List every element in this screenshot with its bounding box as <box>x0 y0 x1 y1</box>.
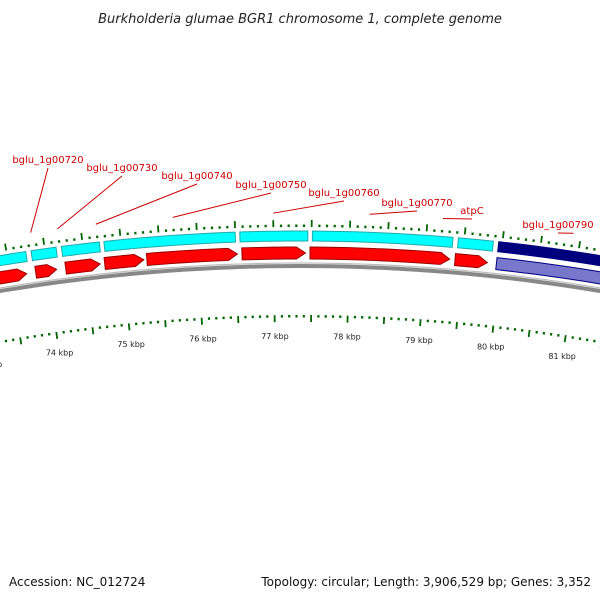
tick-mark <box>527 329 531 338</box>
outer-tick-ring <box>4 220 596 251</box>
red-feature <box>309 246 451 265</box>
cyan-feature <box>0 250 28 267</box>
tick-mark <box>127 323 131 331</box>
gene-label: atpC <box>460 206 483 217</box>
red-feature <box>453 253 489 269</box>
cyan-feature <box>239 230 309 243</box>
kbp-label: 75 kbp <box>117 340 145 349</box>
summary-text: Topology: circular; Length: 3,906,529 bp… <box>260 575 591 589</box>
gene-label: bglu_1g00760 <box>308 188 379 199</box>
tick-mark <box>502 231 505 239</box>
cyan-feature <box>60 241 101 257</box>
lavender-feature-track <box>495 257 600 285</box>
cyan-feature <box>456 237 494 252</box>
gene-leader-line <box>369 210 418 215</box>
gene-leader-line <box>57 175 123 230</box>
gene-leader-line <box>30 167 49 233</box>
accession-text: Accession: NC_012724 <box>9 575 145 589</box>
backbone-line <box>0 262 600 289</box>
navy-feature-track <box>497 241 600 267</box>
kbp-label: 79 kbp <box>405 336 433 345</box>
gene-label: bglu_1g00790 <box>522 220 593 231</box>
tick-mark <box>491 325 495 333</box>
gene-leader-line <box>442 218 473 220</box>
red-feature <box>145 247 239 266</box>
gene-label: bglu_1g00750 <box>235 180 306 191</box>
gene-leader-line <box>273 200 345 214</box>
cyan-feature <box>311 230 454 248</box>
gene-leader-line <box>172 192 272 218</box>
tick-mark <box>118 228 122 236</box>
kbp-label: 77 kbp <box>261 332 289 341</box>
red-feature <box>34 264 58 279</box>
tick-mark <box>4 243 8 251</box>
gene-label: bglu_1g00770 <box>381 198 452 209</box>
tick-mark <box>19 337 23 345</box>
gene-label: bglu_1g00740 <box>161 171 232 182</box>
tick-mark <box>540 235 543 243</box>
gene-label: bglu_1g00730 <box>86 163 157 174</box>
cyan-feature <box>30 246 58 262</box>
kbp-label: 80 kbp <box>477 343 505 352</box>
inner-tick-ring <box>0 315 600 348</box>
kbp-label: 73 kbp <box>0 360 2 369</box>
lavender-feature <box>495 257 600 285</box>
tick-mark <box>463 227 467 235</box>
map-title: Burkholderia glumae BGR1 chromosome 1, c… <box>98 12 502 27</box>
tick-mark <box>55 331 59 340</box>
cyan-feature <box>103 231 237 252</box>
tick-mark <box>164 320 167 328</box>
tick-mark <box>455 321 458 330</box>
navy-feature <box>497 241 600 267</box>
tick-mark <box>157 225 160 233</box>
tick-mark <box>563 335 567 343</box>
gene-label: bglu_1g00720 <box>12 155 83 166</box>
red-feature <box>241 246 307 261</box>
backbone-ring <box>0 262 600 294</box>
red-feature <box>103 254 145 271</box>
kbp-label: 76 kbp <box>189 335 217 344</box>
kbp-label: 74 kbp <box>46 349 74 358</box>
tick-mark <box>80 232 84 240</box>
backbone-line <box>0 263 600 294</box>
tick-mark <box>42 237 45 245</box>
tick-mark <box>578 241 581 249</box>
kbp-label: 78 kbp <box>333 333 361 342</box>
red-feature <box>0 268 28 285</box>
gene-leader-line <box>95 183 198 225</box>
red-feature-track <box>0 246 489 285</box>
tick-mark <box>91 327 95 335</box>
red-feature <box>64 258 102 275</box>
kbp-scale-labels: 73 kbp 74 kbp 75 kbp 76 kbp 77 kbp 78 kbp 79 k… <box>0 332 576 369</box>
cyan-feature-track <box>0 230 494 267</box>
kbp-label: 81 kbp <box>548 352 576 361</box>
gene-labels: bglu_1g00720bglu_1g00730bglu_1g00740bglu… <box>12 155 594 234</box>
